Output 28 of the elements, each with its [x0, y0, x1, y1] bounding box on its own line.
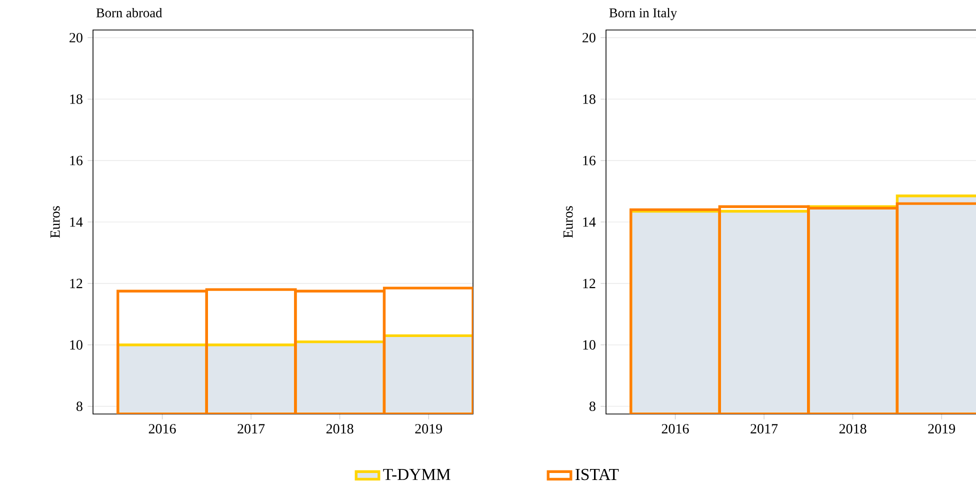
y-tick-label: 12 — [70, 278, 82, 288]
y-tick-label: 18 — [70, 94, 82, 104]
chart-title: Born abroad — [96, 8, 162, 18]
x-tick-label: 2016 — [662, 424, 689, 434]
y-tick-label: 10 — [70, 340, 82, 350]
x-tick-label: 2019 — [928, 424, 956, 434]
y-tick-label: 8 — [589, 402, 596, 412]
y-tick-label: 18 — [583, 94, 596, 104]
y-tick-label: 12 — [583, 278, 596, 288]
legend-label: T-DYMM — [383, 468, 450, 480]
chart-title: Born in Italy — [609, 8, 678, 20]
x-tick-label: 2017 — [238, 424, 265, 434]
x-tick-label: 2016 — [148, 424, 176, 434]
x-tick-label: 2018 — [326, 424, 354, 434]
y-tick-label: 10 — [583, 340, 596, 350]
y-axis-title: Euros — [50, 206, 60, 238]
x-tick-label: 2018 — [839, 424, 866, 434]
x-tick-label: 2017 — [750, 424, 778, 434]
x-tick-label: 2019 — [415, 424, 442, 434]
y-tick-label: 14 — [583, 217, 596, 227]
y-tick-label: 16 — [70, 156, 83, 166]
y-tick-label: 14 — [70, 217, 83, 227]
y-tick-label: 8 — [76, 402, 82, 412]
y-tick-label: 16 — [583, 156, 596, 166]
y-axis-title: Euros — [564, 206, 573, 238]
legend-label: ISTAT — [576, 468, 619, 480]
y-tick-label: 20 — [70, 32, 82, 42]
y-tick-label: 20 — [582, 32, 596, 42]
